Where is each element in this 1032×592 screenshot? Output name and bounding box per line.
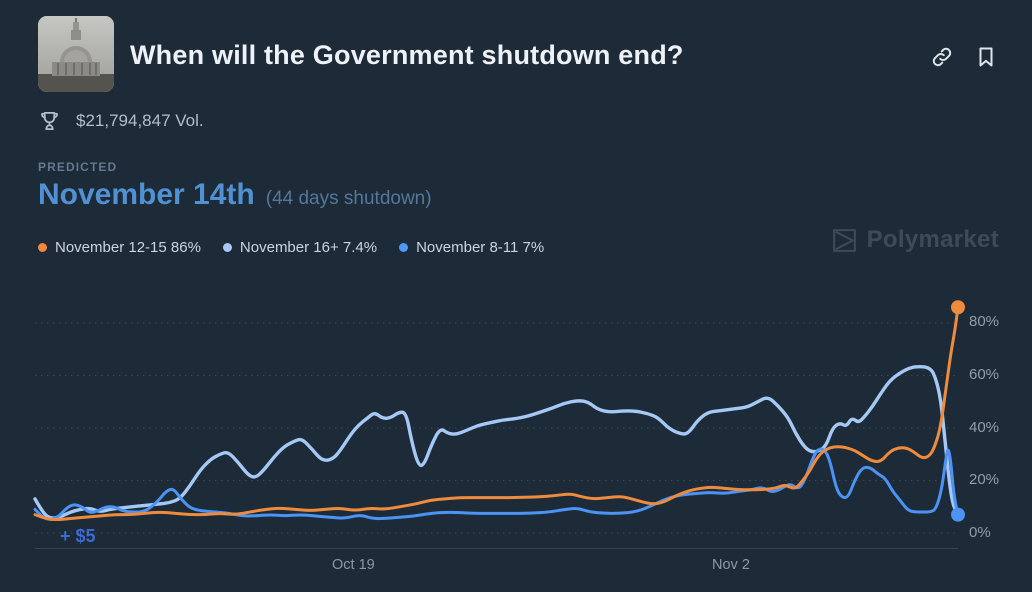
bookmark-button[interactable]: [974, 45, 998, 69]
legend-label: November 16+ 7.4%: [239, 239, 378, 256]
x-label-oct-19: Oct 19: [332, 557, 375, 573]
x-label-nov-2: Nov 2: [712, 557, 750, 573]
legend-item-november-16plus[interactable]: November 16+ 7.4%: [222, 239, 378, 256]
link-icon: [932, 47, 952, 67]
series-november-12-15: [33, 305, 960, 522]
market-thumbnail-capitol: [38, 16, 114, 92]
polymarket-logo-icon: [832, 228, 856, 252]
end-dot: [951, 507, 965, 522]
y-tick-80: 80%: [969, 313, 1000, 330]
polymarket-wordmark: Polymarket: [866, 226, 999, 253]
y-tick-40: 40%: [969, 419, 1000, 436]
y-tick-0: 0%: [969, 524, 991, 541]
polymarket-watermark: Polymarket: [831, 226, 999, 254]
legend-item-november-12-15[interactable]: November 12-15 86%: [38, 239, 201, 256]
trophy-icon: [41, 111, 58, 130]
legend-item-november-8-11[interactable]: November 8-11 7%: [399, 239, 544, 256]
bookmark-icon: [979, 47, 993, 67]
end-dot: [951, 300, 965, 315]
legend-label: November 8-11 7%: [416, 239, 545, 256]
x-axis-line: [35, 548, 958, 549]
series-november-8-11: [33, 447, 960, 521]
legend-dot-blue: [399, 243, 409, 252]
volume-text: $21,794,847 Vol.: [76, 110, 204, 130]
chart-legend: November 12-15 86% November 16+ 7.4% Nov…: [38, 239, 544, 256]
reward-label: + $5: [60, 526, 96, 546]
copy-link-button[interactable]: [930, 45, 954, 69]
legend-label: November 12-15 86%: [55, 239, 201, 256]
legend-dot-orange: [38, 243, 47, 252]
predicted-note: (44 days shutdown): [265, 188, 432, 209]
y-tick-60: 60%: [969, 366, 1000, 383]
predicted-value: November 14th: [38, 178, 255, 211]
capitol-image: [38, 16, 114, 92]
legend-dot-light-blue: [222, 243, 232, 252]
y-tick-20: 20%: [969, 471, 1000, 488]
predicted-label: PREDICTED: [38, 160, 118, 174]
series-november-16-: [33, 364, 960, 520]
market-title[interactable]: When will the Government shutdown end?: [130, 40, 684, 70]
